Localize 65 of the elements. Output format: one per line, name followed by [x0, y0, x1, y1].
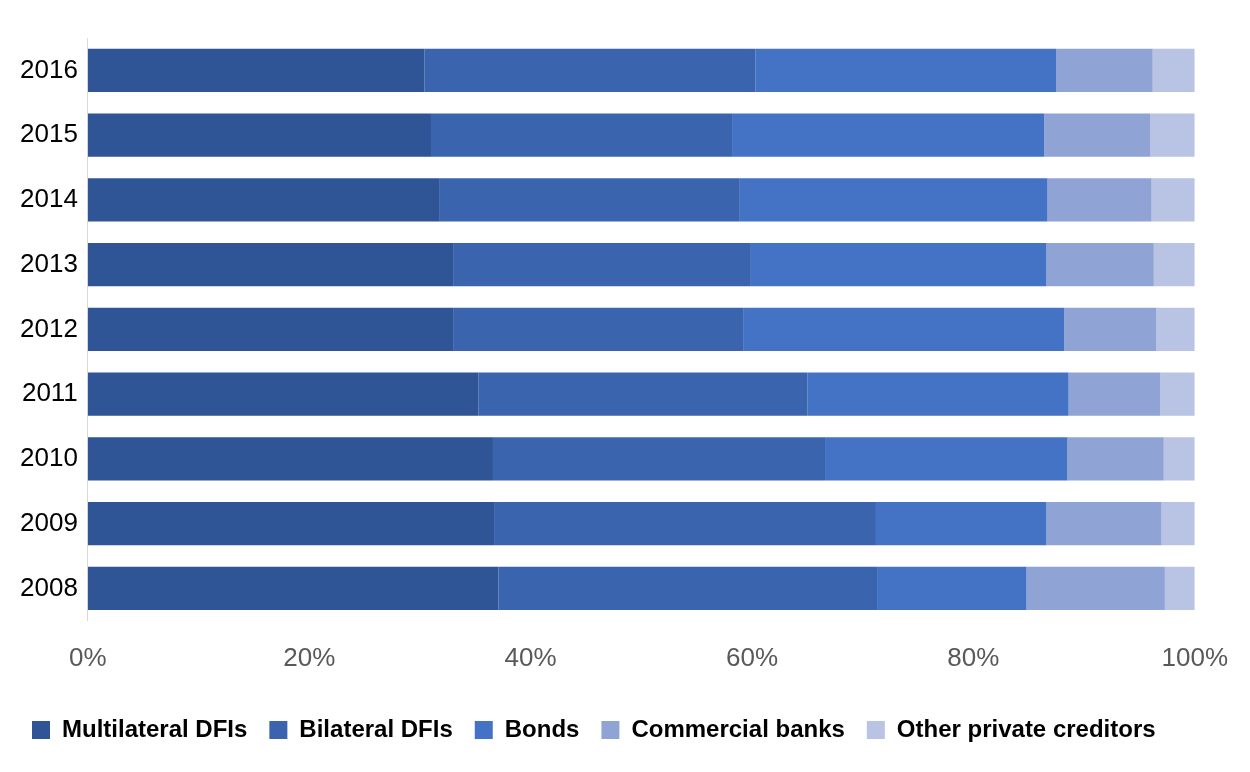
bar [453, 242, 751, 287]
bar [87, 178, 440, 222]
x-tick-label: 100% [1161, 641, 1228, 672]
bar [1153, 242, 1195, 287]
bar [439, 178, 740, 222]
bar [1163, 437, 1195, 481]
bar [1068, 372, 1161, 416]
bar [87, 437, 493, 481]
y-tick-label: 2008 [20, 571, 78, 602]
bar [1064, 307, 1157, 352]
bar [1152, 48, 1195, 93]
x-tick-label: 20% [283, 641, 336, 672]
legend-label: Other private creditors [896, 714, 1156, 742]
bar [87, 113, 431, 157]
bar [453, 307, 744, 352]
bar [87, 242, 454, 287]
x-tick-label: 60% [725, 641, 779, 672]
bar [492, 437, 826, 481]
bar [498, 566, 878, 611]
bar [87, 372, 479, 416]
bar [424, 48, 756, 93]
y-tick-label: 2014 [20, 183, 78, 214]
y-tick-label: 2012 [20, 312, 78, 343]
bar [1156, 307, 1195, 352]
bar [750, 242, 1047, 287]
bar [1164, 566, 1195, 611]
y-tick-label: 2016 [20, 53, 78, 84]
bar [743, 307, 1065, 352]
bar [430, 113, 733, 157]
bar [87, 307, 454, 352]
y-tick-label: 2009 [20, 506, 78, 537]
y-tick-label: 2013 [20, 247, 78, 278]
x-tick-label: 80% [947, 641, 1000, 672]
bar [494, 501, 876, 546]
bar [1047, 178, 1152, 222]
bar [755, 48, 1057, 93]
bar [807, 372, 1069, 416]
bar [1161, 501, 1195, 546]
x-tick-label: 0% [69, 641, 107, 672]
legend-label: Commercial banks [631, 714, 845, 742]
bar [877, 566, 1027, 611]
legend-label: Bonds [504, 714, 580, 742]
bar [1160, 372, 1195, 416]
bar [1150, 113, 1195, 157]
bar [825, 437, 1068, 481]
bar [1044, 113, 1151, 157]
bar [732, 113, 1045, 157]
bar [739, 178, 1048, 222]
x-tick-label: 40% [504, 641, 557, 672]
bar [1067, 437, 1164, 481]
bar [1026, 566, 1165, 611]
bar [478, 372, 808, 416]
bar [1046, 501, 1162, 546]
bar [87, 501, 495, 546]
bar [87, 48, 425, 93]
bar [1046, 242, 1154, 287]
y-tick-label: 2010 [20, 442, 78, 473]
y-tick-label: 2015 [20, 118, 78, 149]
bar [1056, 48, 1153, 93]
bar [87, 566, 499, 611]
legend-label: Multilateral DFIs [62, 714, 248, 742]
bar [1151, 178, 1195, 222]
legend-label: Bilateral DFIs [299, 714, 453, 742]
y-tick-label: 2011 [21, 377, 78, 408]
bar [875, 501, 1047, 546]
